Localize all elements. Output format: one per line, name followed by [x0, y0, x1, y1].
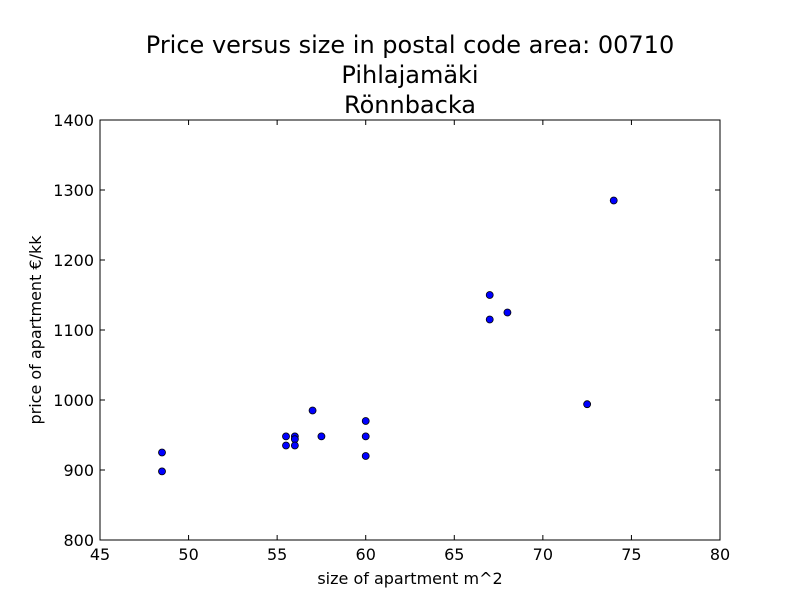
data-point [609, 196, 618, 205]
data-point [317, 432, 326, 441]
data-point [485, 315, 494, 324]
data-point [282, 432, 290, 441]
x-tick-label: 50 [178, 545, 198, 564]
chart-title: Price versus size in postal code area: 0… [146, 31, 674, 119]
x-tick-label: 60 [356, 545, 376, 564]
x-axis-label: size of apartment m^2 [317, 569, 502, 588]
x-tick-label: 70 [533, 545, 553, 564]
x-tick-label: 80 [710, 545, 730, 564]
y-tick-label: 1100 [53, 321, 94, 340]
axis-tick-labels: 45 50 55 60 65 70 75 80 800 900 1000 1100 1200 1300 14… [53, 111, 730, 564]
chart-title-line-1: Price versus size in postal code area: 0… [146, 31, 674, 59]
x-tick-label: 65 [444, 545, 464, 564]
x-tick-label: 55 [267, 545, 287, 564]
y-tick-label: 800 [63, 531, 94, 550]
chart-title-line-3: Rönnbacka [344, 91, 476, 119]
data-points [158, 196, 618, 476]
x-tick-label: 75 [621, 545, 641, 564]
y-tick-label: 1400 [53, 111, 94, 130]
x-tick-label: 45 [90, 545, 110, 564]
data-point [503, 308, 512, 317]
data-point [158, 448, 166, 457]
y-tick-label: 900 [63, 461, 94, 480]
plot-area-frame [99, 119, 721, 541]
y-tick-label: 1000 [53, 391, 94, 410]
data-point [485, 291, 494, 299]
data-point [282, 441, 290, 450]
y-tick-label: 1300 [53, 181, 94, 200]
data-point [583, 400, 592, 409]
y-axis-label: price of apartment €/kk [26, 235, 45, 425]
data-point [158, 467, 166, 476]
data-point [290, 441, 299, 450]
data-point [361, 432, 370, 441]
chart-title-line-2: Pihlajamäki [341, 61, 478, 89]
data-point [308, 406, 317, 415]
data-point [361, 417, 370, 425]
axis-ticks [99, 119, 721, 541]
y-tick-label: 1200 [53, 251, 94, 270]
data-point [361, 452, 370, 460]
